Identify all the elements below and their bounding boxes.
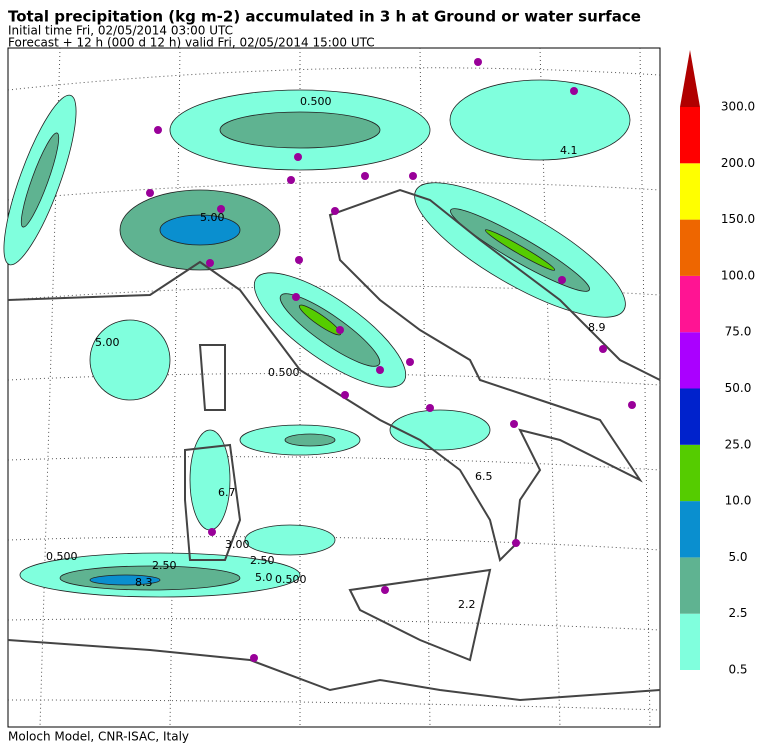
colorbar-band — [680, 107, 700, 164]
colorbar-label: 150.0 — [721, 212, 755, 226]
colorbar-label: 2.5 — [728, 606, 747, 620]
colorbar-label: 300.0 — [721, 100, 755, 114]
contour-label: 0.500 — [300, 95, 332, 108]
colorbar-band — [680, 613, 700, 670]
forecast-time: Forecast + 12 h (000 d 12 h) valid Fri, … — [8, 36, 375, 50]
contour-label: 6.5 — [475, 470, 493, 483]
contour-label: 8.9 — [588, 321, 606, 334]
colorbar-label: 100.0 — [721, 268, 755, 282]
colorbar-arrow — [680, 50, 700, 107]
initial-time: Initial time Fri, 02/05/2014 03:00 UTC — [8, 24, 233, 38]
contour-label: 8.3 — [135, 576, 153, 589]
contour-label: 0.500 — [268, 366, 300, 379]
contour-label: 5.0 — [255, 571, 273, 584]
colorbar-label: 75.0 — [725, 325, 752, 339]
contour-label: 4.1 — [560, 144, 578, 157]
colorbar-label: 200.0 — [721, 156, 755, 170]
colorbar-band — [680, 163, 700, 220]
colorbar-label: 5.0 — [728, 550, 747, 564]
contour-label: 2.2 — [458, 598, 476, 611]
colorbar-band — [680, 275, 700, 333]
contour-label: 2.50 — [152, 559, 177, 572]
title: Total precipitation (kg m-2) accumulated… — [8, 8, 641, 26]
coastlines — [7, 188, 661, 702]
contour-label: 5.00 — [95, 336, 120, 349]
footer: Moloch Model, CNR-ISAC, Italy — [8, 730, 189, 744]
contour-label: 3.00 — [225, 538, 250, 551]
precipitation — [3, 79, 631, 598]
contour-label: 2.50 — [250, 554, 275, 567]
colorbar-band — [680, 388, 700, 445]
colorbar-band — [680, 557, 700, 614]
colorbar-label: 25.0 — [725, 437, 752, 451]
contour-label: 6.7 — [218, 486, 236, 499]
colorbar-band — [680, 332, 700, 389]
colorbar: 0.5 2.5 5.0 10.0 25.0 50.0 75.0 100.0 150.0 200.0… — [680, 50, 755, 677]
contour-label: 0.500 — [46, 550, 78, 563]
colorbar-label: 10.0 — [725, 494, 752, 508]
contour-label: 0.500 — [275, 573, 307, 586]
colorbar-band — [680, 444, 700, 502]
cities — [146, 58, 636, 662]
colorbar-band — [680, 501, 700, 558]
colorbar-label: 0.5 — [728, 663, 747, 677]
contour-label: 5.00 — [200, 211, 225, 224]
colorbar-band — [680, 219, 700, 276]
colorbar-label: 50.0 — [725, 381, 752, 395]
